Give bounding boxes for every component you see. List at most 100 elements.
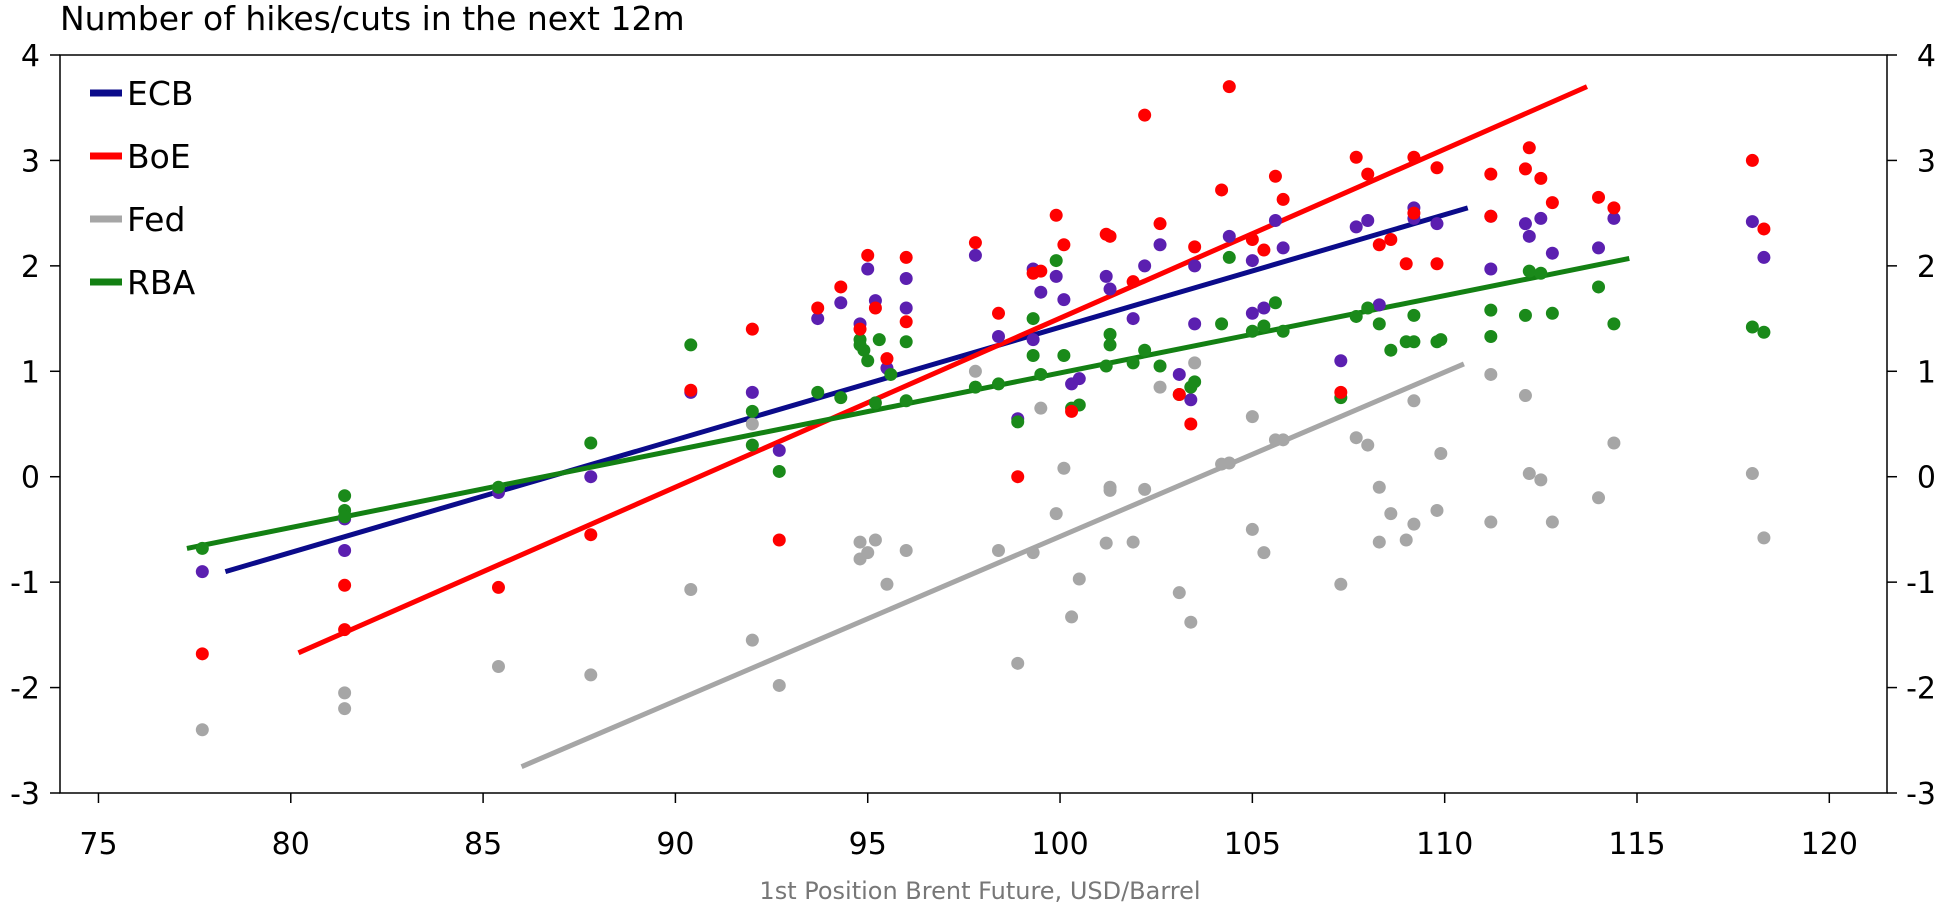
point-fed xyxy=(338,686,352,700)
point-boe xyxy=(1745,153,1759,167)
point-boe xyxy=(1034,264,1048,278)
point-ecb xyxy=(834,296,848,310)
point-rba xyxy=(872,333,886,347)
point-rba xyxy=(1361,301,1375,315)
point-boe xyxy=(1349,150,1363,164)
point-ecb xyxy=(1257,301,1271,315)
point-rba xyxy=(772,464,786,478)
point-fed xyxy=(1065,610,1079,624)
y-tick-label-right: 1 xyxy=(1917,355,1936,390)
point-rba xyxy=(968,380,982,394)
point-fed xyxy=(1026,546,1040,560)
point-ecb xyxy=(1245,306,1259,320)
point-boe xyxy=(1399,257,1413,271)
point-fed xyxy=(1184,615,1198,629)
trend-line-ecb xyxy=(224,205,1469,574)
y-tick-label-left: -1 xyxy=(10,566,40,601)
point-ecb xyxy=(195,565,209,579)
y-tick-label-right: -3 xyxy=(1906,777,1936,812)
point-ecb xyxy=(1188,259,1202,273)
point-boe xyxy=(1103,229,1117,243)
point-rba xyxy=(1188,375,1202,389)
point-ecb xyxy=(1545,246,1559,260)
point-fed xyxy=(1276,433,1290,447)
point-rba xyxy=(338,489,352,503)
point-ecb xyxy=(1049,269,1063,283)
point-rba xyxy=(1049,254,1063,268)
trend-line-fed xyxy=(520,361,1465,769)
point-fed xyxy=(1222,456,1236,470)
y-tick-label-right: 3 xyxy=(1917,144,1936,179)
point-ecb xyxy=(1099,269,1113,283)
point-rba xyxy=(1372,317,1386,331)
point-boe xyxy=(1184,417,1198,431)
point-boe xyxy=(853,322,867,336)
point-ecb xyxy=(861,262,875,276)
point-boe xyxy=(1430,257,1444,271)
point-rba xyxy=(1384,343,1398,357)
point-boe xyxy=(338,578,352,592)
point-rba xyxy=(1126,356,1140,370)
point-fed xyxy=(1534,473,1548,487)
point-rba xyxy=(1245,324,1259,338)
point-ecb xyxy=(1592,241,1606,255)
point-boe xyxy=(1518,162,1532,176)
point-boe xyxy=(1268,169,1282,183)
x-tick-label: 90 xyxy=(656,827,694,862)
point-fed xyxy=(1484,515,1498,529)
point-boe xyxy=(811,301,825,315)
point-fed xyxy=(1484,367,1498,381)
point-rba xyxy=(1268,296,1282,310)
point-fed xyxy=(1072,572,1086,586)
point-fed xyxy=(1434,447,1448,461)
trend-line-boe xyxy=(297,84,1588,656)
point-rba xyxy=(1034,367,1048,381)
point-fed xyxy=(1049,507,1063,521)
point-ecb xyxy=(1034,285,1048,299)
point-fed xyxy=(195,723,209,737)
point-rba xyxy=(745,438,759,452)
point-rba xyxy=(1276,324,1290,338)
point-fed xyxy=(338,702,352,716)
point-boe xyxy=(899,250,913,264)
point-rba xyxy=(992,377,1006,391)
y-tick-label-left: -3 xyxy=(10,777,40,812)
point-fed xyxy=(1103,480,1117,494)
point-fed xyxy=(1407,517,1421,531)
point-rba xyxy=(1103,327,1117,341)
point-boe xyxy=(1153,217,1167,231)
point-ecb xyxy=(1026,333,1040,347)
legend-label-fed: Fed xyxy=(127,200,185,239)
point-fed xyxy=(1372,480,1386,494)
point-fed xyxy=(1384,507,1398,521)
y-tick-label-right: 4 xyxy=(1917,39,1936,74)
legend-label-ecb: ECB xyxy=(127,74,194,113)
point-fed xyxy=(745,633,759,647)
point-ecb xyxy=(338,544,352,558)
point-fed xyxy=(684,583,698,597)
point-fed xyxy=(1257,546,1271,560)
point-boe xyxy=(1011,470,1025,484)
point-rba xyxy=(1103,338,1117,352)
point-ecb xyxy=(1757,250,1771,264)
point-rba xyxy=(1607,317,1621,331)
point-fed xyxy=(1545,515,1559,529)
point-ecb xyxy=(1072,372,1086,386)
point-boe xyxy=(1592,190,1606,204)
point-fed xyxy=(1099,536,1113,550)
point-boe xyxy=(899,315,913,329)
y-tick-label-right: -1 xyxy=(1906,566,1936,601)
chart-title: Number of hikes/cuts in the next 12m xyxy=(60,0,685,38)
point-boe xyxy=(1534,171,1548,185)
point-rba xyxy=(1257,319,1271,333)
point-rba xyxy=(1534,266,1548,280)
point-rba xyxy=(584,436,598,450)
point-fed xyxy=(880,577,894,591)
y-tick-label-left: 3 xyxy=(21,144,40,179)
y-tick-label-right: 2 xyxy=(1917,250,1936,285)
point-ecb xyxy=(1534,211,1548,225)
x-tick-label: 80 xyxy=(272,827,310,862)
x-tick-label: 115 xyxy=(1608,827,1665,862)
